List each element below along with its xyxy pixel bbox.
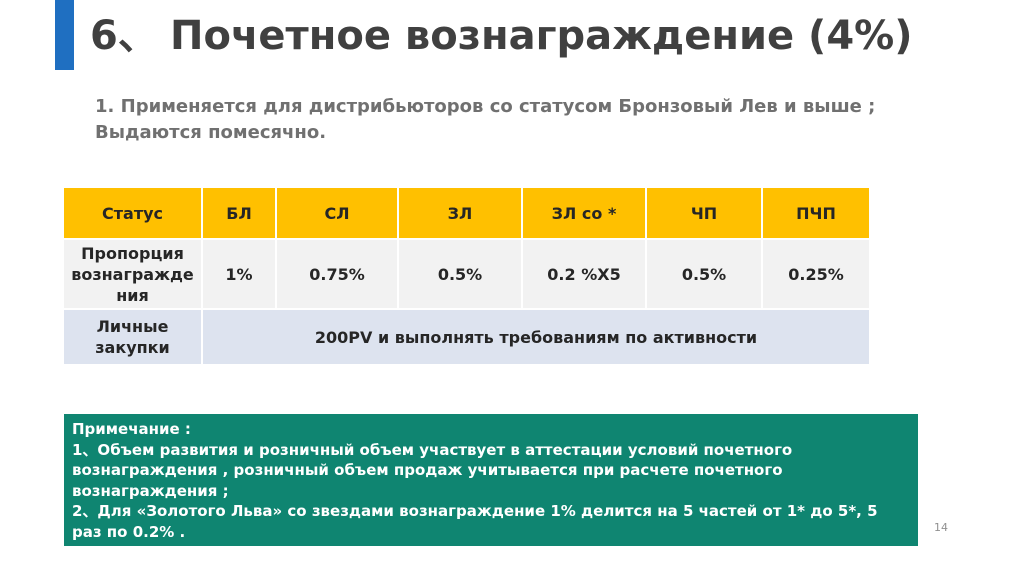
ratio-cell-zl-stars: 0.2 %X5 — [522, 239, 647, 310]
note-line-4: вознаграждения ; — [72, 481, 229, 500]
page-number: 14 — [934, 521, 948, 534]
ratio-label-line-1: Пропорция — [81, 243, 184, 263]
header-cell-sl: СЛ — [276, 188, 399, 240]
ratio-label-cell: Пропорция вознагражде ния — [64, 239, 203, 310]
header-cell-chp: ЧП — [646, 188, 763, 240]
subtitle-line-1: 1. Применяется для дистрибьюторов со ста… — [95, 96, 876, 117]
ratio-cell-pchp: 0.25% — [762, 239, 871, 310]
note-line-2: 1、Объем развития и розничный объем участ… — [72, 440, 793, 459]
ratio-cell-zl: 0.5% — [398, 239, 523, 310]
table-row-ratio: Пропорция вознагражде ния 1% 0.75% 0.5% … — [64, 239, 871, 310]
note-line-1: Примечание : — [72, 420, 191, 438]
header-cell-zl: ЗЛ — [398, 188, 523, 240]
table-row-personal-purchase: Личные закупки 200PV и выполнять требова… — [64, 309, 871, 366]
purchase-label-cell: Личные закупки — [64, 309, 203, 366]
table-header-row: Статус БЛ СЛ ЗЛ ЗЛ со * ЧП ПЧП — [64, 188, 871, 240]
title-text: Почетное вознаграждение (4%) — [170, 13, 913, 59]
note-box: Примечание : 1、Объем развития и розничны… — [64, 414, 918, 546]
title-number: 6、 — [90, 13, 158, 59]
header-cell-pchp: ПЧП — [762, 188, 871, 240]
purchase-label-line-2: закупки — [95, 338, 170, 357]
slide-title: 6、 Почетное вознаграждение (4%) — [90, 6, 913, 66]
header-cell-zl-stars: ЗЛ со * — [522, 188, 647, 240]
title-accent-bar — [55, 0, 74, 70]
ratio-label-line-3: ния — [116, 285, 149, 305]
subtitle-line-2: Выдаются помесячно. — [95, 122, 327, 143]
status-reward-table: Статус БЛ СЛ ЗЛ ЗЛ со * ЧП ПЧП Пропорция… — [64, 188, 871, 366]
purchase-requirement-cell: 200PV и выполнять требованиям по активно… — [202, 309, 871, 366]
header-cell-status: Статус — [64, 188, 203, 240]
ratio-cell-chp: 0.5% — [646, 239, 763, 310]
ratio-cell-sl: 0.75% — [276, 239, 399, 310]
ratio-label-line-2: вознагражде — [71, 264, 194, 284]
slide-subtitle: 1. Применяется для дистрибьюторов со ста… — [95, 94, 975, 146]
note-line-5: 2、Для «Золотого Льва» со звездами вознаг… — [72, 502, 878, 520]
ratio-cell-bl: 1% — [202, 239, 277, 310]
purchase-label-line-1: Личные — [96, 317, 169, 336]
header-cell-bl: БЛ — [202, 188, 277, 240]
note-line-6: раз по 0.2% . — [72, 522, 186, 541]
note-line-3: вознаграждения , розничный объем продаж … — [72, 461, 783, 479]
